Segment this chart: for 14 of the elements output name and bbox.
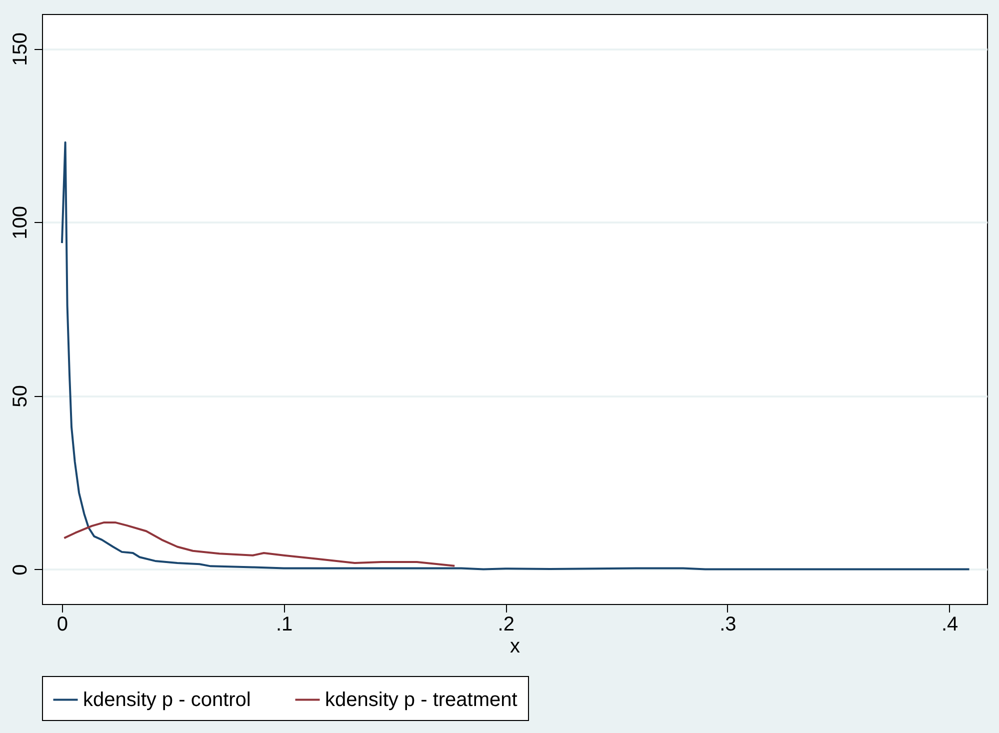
x-tick-label: .1: [276, 614, 293, 636]
x-axis-title: x: [510, 636, 520, 658]
x-tick-label: .2: [498, 614, 514, 636]
y-tick-label: 100: [10, 206, 32, 240]
y-tick-label: 150: [10, 32, 32, 66]
line-series: [60, 141, 970, 570]
x-tick-label: .4: [941, 614, 958, 636]
legend-label: kdensity p - control: [83, 688, 251, 711]
y-tick-label: 0: [10, 564, 32, 576]
y-tick-label: 50: [10, 385, 32, 408]
x-tick-label: .3: [720, 614, 736, 636]
x-tick-label: 0: [56, 614, 68, 636]
legend-label: kdensity p - treatment: [325, 688, 518, 711]
line-series: [63, 521, 456, 567]
